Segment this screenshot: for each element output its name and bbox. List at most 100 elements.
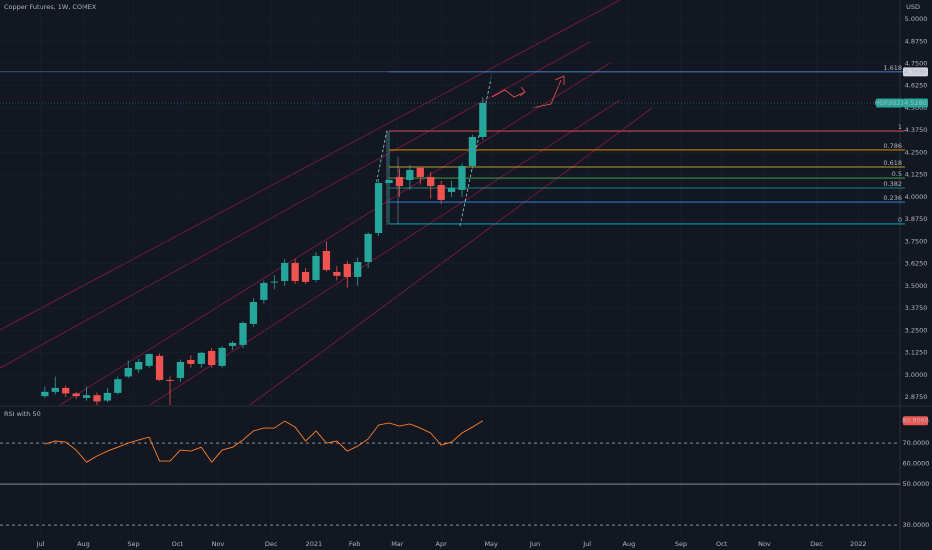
candle-body: [208, 350, 216, 365]
candle-body: [218, 347, 226, 366]
candle-body: [427, 176, 435, 187]
y-tick-label: 3.3750: [905, 304, 928, 312]
candle-body: [291, 262, 299, 282]
y-tick-label: 3.0000: [905, 371, 928, 379]
y-tick-label: 3.1250: [905, 349, 928, 357]
fib-label: 1: [898, 123, 902, 131]
candle-body: [468, 136, 477, 166]
fib-label: 1.618: [883, 64, 902, 72]
y-tick-label: 3.5000: [905, 282, 928, 290]
y-tick-label: 4.0000: [905, 193, 928, 201]
candle-body: [312, 255, 320, 280]
fib-label: 0.5: [892, 170, 902, 178]
price-tag: [903, 98, 928, 108]
x-tick-label: Apr: [436, 540, 448, 548]
candle-body: [187, 360, 195, 364]
y-tick-label: 4.2500: [905, 148, 928, 156]
candle-body: [155, 355, 164, 380]
fib-label: 0.382: [883, 180, 902, 188]
fib-label: 0.236: [883, 194, 902, 202]
rsi-line: [44, 420, 484, 463]
indicator-title: RSI with 50: [4, 410, 41, 418]
candle-body: [437, 184, 445, 200]
candle-body: [176, 361, 185, 378]
candle-body: [385, 180, 393, 184]
candle-body: [260, 282, 268, 300]
x-tick-label: Oct: [716, 540, 728, 548]
y-tick-label: 70.0000: [903, 439, 930, 447]
candle-body: [364, 233, 372, 262]
y-tick-label: 4.1250: [905, 171, 928, 179]
y-tick-label: 2.8750: [905, 393, 928, 401]
candle-body: [93, 395, 101, 402]
x-tick-label: 2022: [850, 540, 867, 548]
candle-body: [447, 188, 456, 192]
y-tick-label: 50.0000: [903, 480, 930, 488]
symbol-tag: [876, 98, 903, 108]
x-tick-label: Feb: [349, 540, 361, 548]
x-tick-label: Oct: [172, 540, 184, 548]
candle-body: [374, 183, 383, 234]
trend-channels: [0, 0, 653, 406]
candle-body: [458, 165, 466, 190]
y-tick-label: 5.0000: [905, 15, 928, 23]
candle-body: [72, 393, 80, 397]
candle-body: [124, 368, 132, 377]
x-tick-label: 2021: [306, 540, 323, 548]
x-tick-label: May: [484, 540, 498, 548]
candle-body: [135, 361, 143, 370]
candle-body: [406, 170, 414, 180]
candle-body: [166, 379, 174, 381]
candle-body: [301, 271, 310, 282]
y-tick-label: 3.8750: [905, 215, 928, 223]
y-tick-label: 4.5000: [905, 104, 928, 112]
price-tag-label: 4.5280: [904, 99, 927, 107]
candle-body: [343, 263, 351, 277]
price-tag-label: 4.7030: [904, 68, 927, 76]
candle-body: [41, 391, 49, 397]
candle-body: [103, 392, 112, 401]
fib-label: 0.786: [883, 142, 902, 150]
x-tick-label: Sep: [675, 540, 687, 548]
y-tick-label: 60.0000: [903, 460, 930, 468]
y-tick-label: 4.7500: [905, 59, 928, 67]
x-tick-label: Jul: [582, 540, 591, 548]
y-tick-label: 30.0000: [903, 521, 930, 529]
candle-body: [197, 352, 205, 364]
value-tag: [903, 416, 928, 426]
y-tick-label: 3.2500: [905, 326, 928, 334]
x-tick-label: Jul: [36, 540, 45, 548]
currency-label: USD: [906, 3, 920, 11]
candle-body: [270, 281, 278, 283]
candle-body: [62, 387, 70, 394]
y-tick-label: 3.6250: [905, 260, 928, 268]
x-tick-label: Dec: [810, 540, 823, 548]
x-tick-label: Nov: [758, 540, 771, 548]
x-tick-label: Aug: [623, 540, 636, 548]
value-tag-label: 80.9066: [902, 417, 929, 425]
candle-body: [354, 261, 362, 277]
x-tick-label: Sep: [127, 540, 139, 548]
price-tag: [903, 67, 928, 77]
candle-body: [114, 379, 122, 393]
y-tick-label: 4.6250: [905, 82, 928, 90]
fib-label: 0.618: [883, 159, 902, 167]
x-tick-label: Mar: [391, 540, 404, 548]
y-tick-label: 3.7500: [905, 237, 928, 245]
candle-body: [145, 353, 153, 366]
candle-body: [239, 323, 247, 345]
x-tick-label: Aug: [77, 540, 90, 548]
candle-body: [416, 167, 424, 177]
x-tick-label: Dec: [265, 540, 278, 548]
fib-label: 0: [898, 216, 902, 224]
candle-body: [51, 387, 59, 392]
candle-body: [281, 262, 289, 282]
symbol-tag-label: HGF2021: [874, 99, 904, 107]
x-tick-label: Nov: [212, 540, 225, 548]
y-tick-label: 4.3750: [905, 126, 928, 134]
x-tick-label: Jun: [529, 540, 540, 548]
candle-body: [395, 176, 404, 187]
y-tick-label: 4.8750: [905, 37, 928, 45]
chart-title: Copper Futures, 1W, COMEX: [4, 3, 97, 11]
